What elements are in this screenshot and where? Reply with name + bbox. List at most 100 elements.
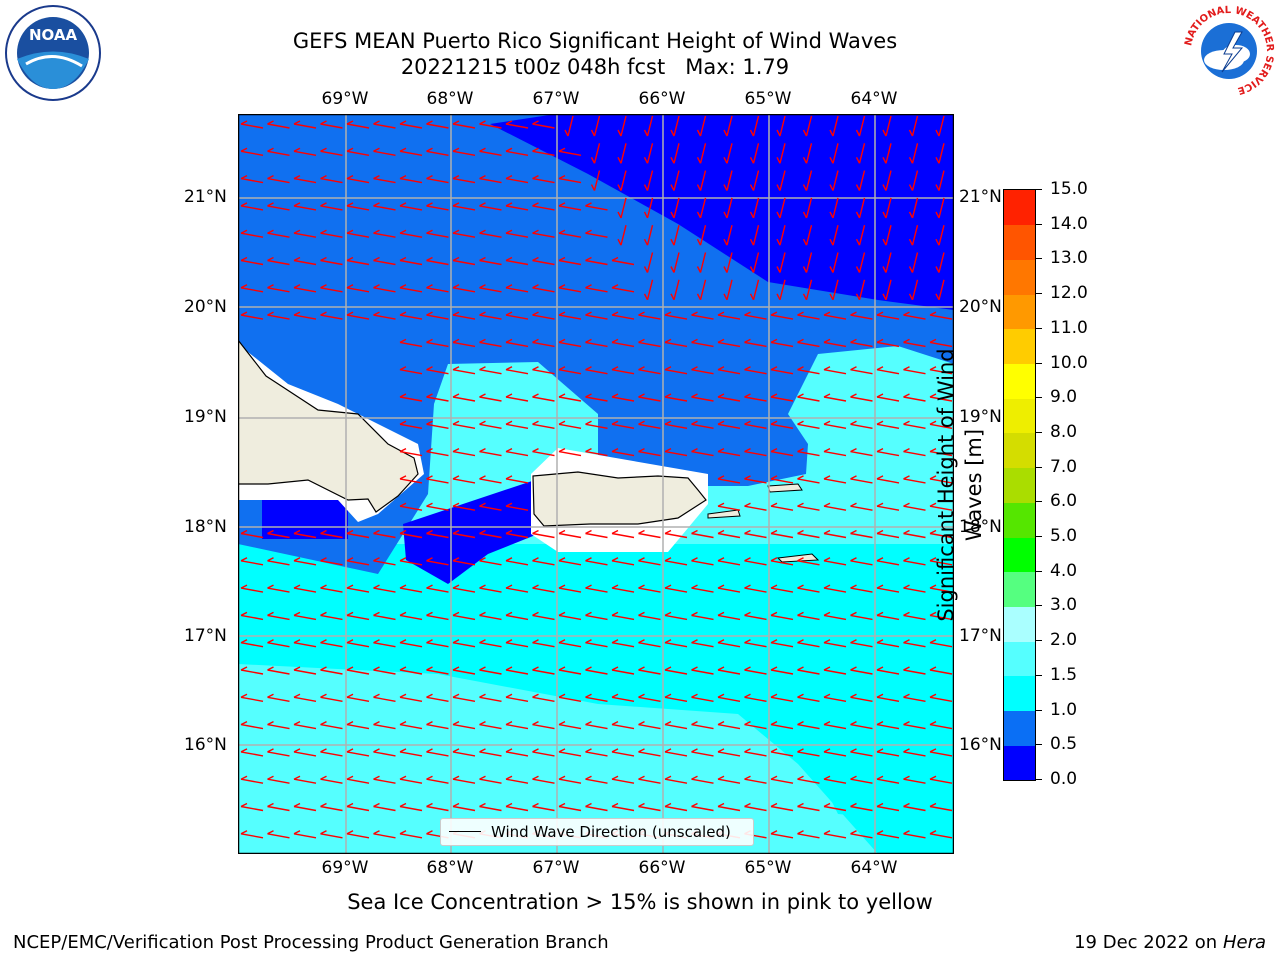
wave-direction-arrow — [723, 279, 733, 301]
colorbar-tick-mark — [1036, 501, 1042, 503]
colorbar-tick-label: 7.0 — [1050, 456, 1078, 477]
wave-direction-arrow — [855, 252, 866, 273]
wave-direction-arrow — [611, 529, 635, 539]
wave-direction-arrow — [876, 447, 900, 457]
wave-direction-arrow — [240, 775, 264, 784]
wave-direction-arrow — [929, 311, 953, 320]
wave-direction-arrow — [696, 197, 707, 219]
wave-direction-arrow — [802, 115, 813, 137]
wave-direction-arrow — [823, 338, 847, 348]
wave-direction-arrow — [399, 447, 423, 457]
colorbar-tick-label: 2.0 — [1050, 630, 1078, 651]
colorbar — [1003, 189, 1036, 781]
lon-label-bottom: 66°W — [638, 858, 686, 878]
wave-direction-arrow — [293, 229, 317, 238]
wave-direction-arrow — [664, 639, 688, 648]
wave-direction-arrow — [823, 693, 847, 702]
wave-direction-arrow — [426, 748, 449, 757]
wave-direction-arrow — [373, 174, 396, 184]
wave-direction-arrow — [903, 557, 926, 566]
wave-direction-arrow — [643, 143, 654, 164]
wave-direction-arrow — [770, 366, 794, 375]
wave-direction-arrow — [426, 584, 449, 593]
wave-direction-arrow — [585, 420, 608, 429]
wave-direction-arrow — [929, 338, 953, 348]
colorbar-tick-mark — [1036, 570, 1042, 572]
wave-direction-arrow — [479, 802, 502, 812]
wave-direction-arrow — [505, 338, 529, 348]
wave-direction-arrow — [664, 366, 688, 375]
wave-direction-arrow — [267, 720, 290, 730]
wave-direction-arrow — [558, 802, 582, 812]
wave-direction-arrow — [643, 197, 654, 219]
wave-direction-arrow — [850, 830, 873, 839]
wave-direction-arrow — [267, 802, 290, 812]
wave-direction-arrow — [532, 693, 555, 702]
wave-direction-arrow — [505, 557, 529, 566]
wave-direction-arrow — [929, 366, 953, 375]
wave-direction-arrow — [611, 584, 635, 593]
wave-direction-arrow — [823, 529, 847, 539]
wave-direction-arrow — [267, 202, 290, 211]
wave-direction-arrow — [320, 284, 343, 293]
wave-direction-arrow — [829, 143, 839, 164]
wave-direction-arrow — [696, 143, 707, 164]
wave-direction-arrow — [505, 775, 529, 784]
wave-direction-arrow — [691, 393, 714, 402]
wave-direction-arrow — [903, 748, 926, 757]
colorbar-segment — [1004, 571, 1035, 607]
wave-direction-arrow — [717, 557, 741, 566]
colorbar-tick-label: 5.0 — [1050, 526, 1078, 547]
wave-direction-arrow — [929, 748, 953, 757]
wave-direction-arrow — [240, 584, 264, 593]
wave-direction-arrow — [585, 802, 608, 812]
wave-direction-arrow — [452, 284, 476, 293]
wave-direction-arrow — [532, 529, 555, 539]
wave-direction-arrow — [770, 338, 794, 348]
wave-direction-arrow — [903, 830, 926, 839]
wave-direction-arrow — [426, 775, 449, 784]
wave-direction-arrow — [320, 120, 343, 129]
wave-direction-arrow — [240, 256, 264, 266]
wave-direction-arrow — [399, 147, 423, 156]
wave-direction-arrow — [744, 802, 767, 812]
wave-direction-arrow — [903, 529, 926, 539]
wave-direction-arrow — [850, 693, 873, 702]
wave-direction-arrow — [452, 475, 476, 484]
wave-direction-arrow — [346, 202, 370, 211]
wave-direction-arrow — [426, 338, 449, 348]
lat-label-right: 18°N — [959, 517, 1002, 537]
wave-direction-arrow — [346, 557, 370, 566]
wave-direction-arrow — [797, 447, 820, 457]
wave-direction-arrow — [399, 830, 423, 839]
wave-direction-arrow — [611, 420, 635, 429]
lat-label-left: 18°N — [184, 517, 227, 537]
wave-direction-arrow — [452, 393, 476, 402]
wave-direction-arrow — [903, 584, 926, 593]
wave-direction-arrow — [882, 252, 892, 273]
wave-direction-arrow — [399, 611, 423, 621]
wave-direction-arrow — [558, 256, 582, 266]
wave-direction-arrow — [876, 611, 900, 621]
wave-direction-arrow — [346, 284, 370, 293]
wave-direction-arrow — [240, 174, 264, 184]
wave-direction-arrow — [240, 802, 264, 812]
wave-direction-arrow — [744, 748, 767, 757]
wave-direction-arrow — [293, 147, 317, 156]
wave-direction-arrow — [505, 502, 529, 511]
wave-direction-arrow — [744, 475, 767, 484]
wave-direction-arrow — [585, 284, 608, 293]
wave-direction-arrow — [452, 447, 476, 457]
wave-direction-arrow — [346, 748, 370, 757]
legend-line — [449, 831, 481, 832]
wave-direction-arrow — [373, 802, 396, 812]
wave-direction-arrow — [903, 802, 926, 812]
wave-direction-arrow — [240, 529, 264, 539]
wave-direction-arrow — [532, 584, 555, 593]
wave-direction-arrow — [426, 639, 449, 648]
wave-direction-arrow — [505, 666, 529, 675]
wave-direction-arrow — [802, 197, 813, 219]
wave-direction-arrow — [670, 143, 680, 164]
wave-direction-arrow — [691, 720, 714, 730]
wave-direction-arrow — [479, 775, 502, 784]
